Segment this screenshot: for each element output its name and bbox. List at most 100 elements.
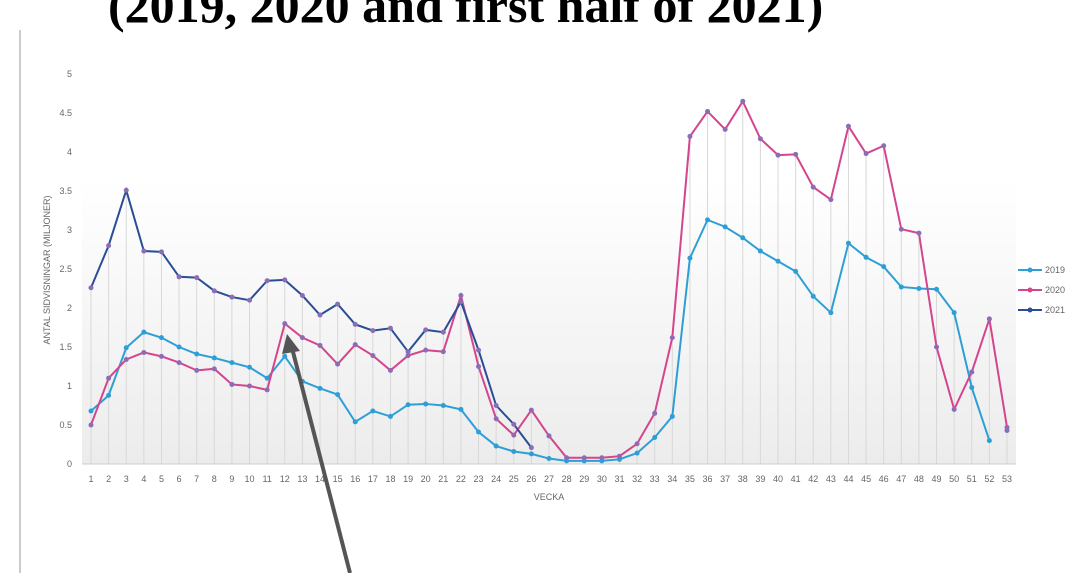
point-marker <box>317 342 323 348</box>
point-marker <box>1004 427 1010 433</box>
y-tick-label: 2.5 <box>59 264 72 274</box>
x-tick-label: 21 <box>438 474 448 484</box>
point-marker <box>634 450 640 456</box>
point-marker <box>740 98 746 104</box>
point-marker <box>511 421 517 427</box>
x-tick-label: 31 <box>614 474 624 484</box>
point-marker <box>652 410 658 416</box>
point-marker <box>757 136 763 142</box>
point-marker <box>757 248 763 254</box>
point-marker <box>722 224 728 230</box>
x-tick-label: 11 <box>262 474 271 484</box>
point-marker <box>88 285 94 291</box>
point-marker <box>564 455 570 461</box>
point-marker <box>317 385 323 391</box>
point-marker <box>775 258 781 264</box>
point-marker <box>458 299 464 305</box>
point-marker <box>898 284 904 290</box>
x-tick-label: 49 <box>932 474 942 484</box>
point-marker <box>423 327 429 333</box>
point-marker <box>476 429 482 435</box>
x-tick-label: 41 <box>791 474 801 484</box>
point-marker <box>229 294 235 300</box>
point-marker <box>458 406 464 412</box>
point-marker <box>106 392 112 398</box>
x-tick-label: 2 <box>106 474 111 484</box>
point-marker <box>387 413 393 419</box>
point-marker <box>528 451 534 457</box>
x-tick-label: 34 <box>667 474 677 484</box>
legend-marker <box>1027 287 1033 293</box>
point-marker <box>88 408 94 414</box>
point-marker <box>106 375 112 381</box>
point-marker <box>335 301 341 307</box>
point-marker <box>793 151 799 157</box>
x-tick-label: 6 <box>177 474 182 484</box>
x-tick-label: 47 <box>896 474 906 484</box>
point-marker <box>934 344 940 350</box>
x-tick-label: 44 <box>843 474 853 484</box>
point-marker <box>158 353 164 359</box>
point-marker <box>352 342 358 348</box>
point-marker <box>986 438 992 444</box>
x-tick-label: 32 <box>632 474 642 484</box>
point-marker <box>705 217 711 223</box>
y-axis-label: ANTAL SIDVISNINGAR (MILJONER) <box>42 195 52 344</box>
y-tick-label: 4.5 <box>59 108 72 118</box>
point-marker <box>264 278 270 284</box>
point-marker <box>282 353 288 359</box>
point-marker <box>916 286 922 291</box>
point-marker <box>687 133 693 139</box>
point-marker <box>969 385 975 391</box>
x-tick-label: 8 <box>212 474 217 484</box>
x-tick-label: 40 <box>773 474 783 484</box>
x-tick-label: 48 <box>914 474 924 484</box>
point-marker <box>247 297 253 303</box>
series-line <box>90 218 991 462</box>
point-marker <box>282 277 288 283</box>
point-marker <box>141 248 147 254</box>
x-tick-label: 23 <box>474 474 484 484</box>
point-marker <box>335 392 341 398</box>
point-marker <box>123 187 129 193</box>
x-tick-label: 16 <box>350 474 360 484</box>
point-marker <box>493 416 499 422</box>
point-marker <box>722 126 728 132</box>
point-marker <box>476 364 482 369</box>
point-marker <box>106 243 112 249</box>
point-marker <box>775 152 781 158</box>
point-marker <box>211 355 217 361</box>
point-marker <box>176 344 182 350</box>
y-tick-label: 4 <box>67 147 72 157</box>
point-marker <box>546 433 552 439</box>
point-marker <box>123 345 129 351</box>
point-marker <box>528 407 534 413</box>
x-tick-label: 14 <box>315 474 325 484</box>
y-tick-label: 0.5 <box>59 420 72 430</box>
x-tick-label: 9 <box>229 474 234 484</box>
point-marker <box>951 310 957 316</box>
point-marker <box>123 356 129 362</box>
x-tick-label: 38 <box>738 474 748 484</box>
x-tick-label: 13 <box>297 474 307 484</box>
point-marker <box>352 321 358 327</box>
x-tick-label: 22 <box>456 474 466 484</box>
point-marker <box>898 226 904 232</box>
x-tick-label: 26 <box>526 474 536 484</box>
point-marker <box>828 197 834 203</box>
point-marker <box>282 321 288 327</box>
legend-label: 2020 <box>1045 285 1065 295</box>
x-tick-label: 12 <box>280 474 290 484</box>
point-marker <box>247 364 253 370</box>
point-marker <box>810 184 816 190</box>
point-marker <box>828 310 834 316</box>
plot-background <box>82 180 1016 464</box>
point-marker <box>176 360 182 366</box>
point-marker <box>387 325 393 331</box>
point-marker <box>141 329 147 335</box>
point-marker <box>599 455 605 461</box>
x-tick-label: 20 <box>421 474 431 484</box>
x-tick-label: 36 <box>703 474 713 484</box>
point-marker <box>405 402 411 408</box>
point-marker <box>669 413 675 419</box>
